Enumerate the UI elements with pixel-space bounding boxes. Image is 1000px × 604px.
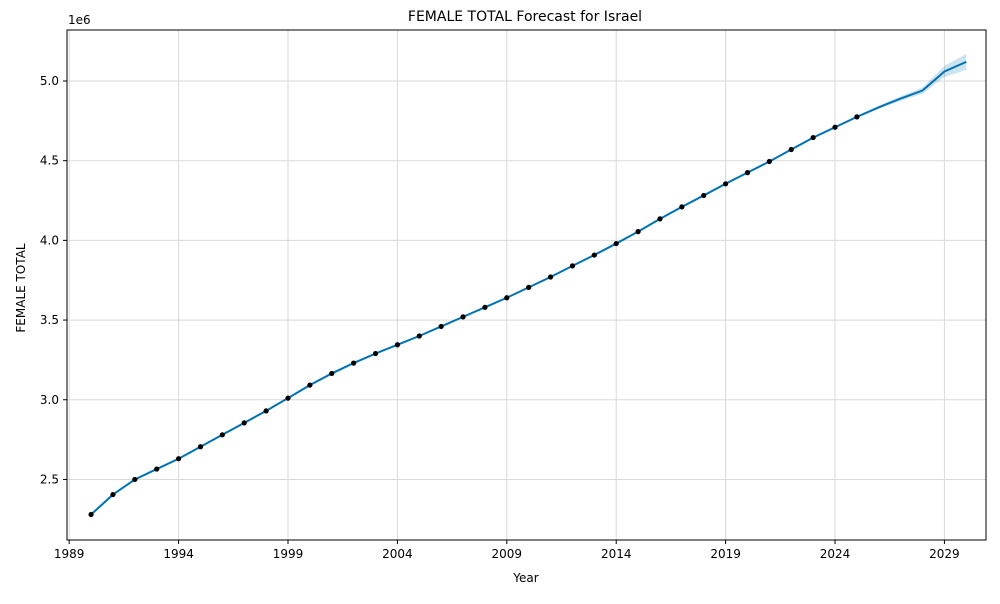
plot-frame — [66, 29, 987, 541]
observed-point — [744, 170, 751, 176]
observed-point — [788, 146, 794, 153]
y-axis-offset-label: 1e6 — [68, 13, 91, 27]
observed-point — [810, 134, 816, 141]
observed-point — [854, 114, 860, 120]
observed-point — [329, 370, 335, 377]
observed-point — [416, 333, 422, 339]
x-axis-label: Year — [512, 571, 538, 585]
observed-point — [154, 466, 160, 472]
observed-point — [394, 342, 401, 348]
y-axis-ticks: 2.5 3.0 3.5 4.0 4.5 5.0 — [40, 74, 67, 486]
observed-point — [307, 382, 313, 388]
chart-title: FEMALE TOTAL Forecast for Israel — [408, 9, 642, 25]
y-tick-label: 4.5 — [40, 154, 59, 168]
observed-points-layer — [88, 114, 860, 518]
x-tick-label: 1999 — [273, 547, 304, 561]
observed-point — [657, 216, 663, 222]
x-axis-ticks: 1989 1994 1999 2004 2009 2014 2019 2024 2029 — [54, 540, 960, 561]
observed-point — [110, 491, 116, 498]
y-tick-label: 3.5 — [40, 313, 59, 327]
observed-point — [723, 181, 729, 187]
observed-point — [351, 360, 357, 366]
observed-point — [613, 240, 619, 247]
observed-point — [766, 158, 772, 165]
observed-point — [285, 395, 291, 401]
observed-point — [701, 192, 707, 199]
x-tick-label: 2024 — [820, 547, 851, 561]
observed-point — [219, 432, 225, 438]
observed-point — [569, 263, 576, 269]
y-tick-label: 4.0 — [40, 233, 59, 247]
observed-point — [241, 420, 247, 426]
x-tick-label: 2004 — [382, 547, 413, 561]
observed-point — [175, 456, 182, 462]
observed-point — [832, 124, 838, 130]
x-tick-label: 2029 — [929, 547, 960, 561]
observed-point — [679, 204, 685, 210]
observed-point — [263, 408, 269, 414]
y-axis-label: FEMALE TOTAL — [14, 243, 28, 333]
y-tick-label: 3.0 — [40, 393, 59, 407]
y-tick-label: 5.0 — [40, 74, 59, 88]
observed-point — [526, 284, 532, 290]
observed-point — [197, 444, 204, 450]
x-tick-label: 2014 — [601, 547, 632, 561]
observed-point — [460, 314, 466, 320]
observed-point — [591, 252, 597, 258]
observed-point — [88, 511, 94, 518]
observed-point — [547, 274, 554, 280]
grid-layer — [67, 30, 986, 540]
x-tick-label: 2019 — [710, 547, 741, 561]
observed-point — [438, 323, 444, 330]
observed-point — [635, 229, 641, 235]
x-tick-label: 1989 — [54, 547, 85, 561]
observed-point — [504, 295, 510, 301]
x-tick-label: 1994 — [163, 547, 194, 561]
observed-point — [482, 304, 488, 310]
observed-point — [372, 350, 379, 357]
x-tick-label: 2009 — [492, 547, 523, 561]
y-tick-label: 2.5 — [40, 472, 59, 486]
observed-point — [132, 476, 138, 483]
